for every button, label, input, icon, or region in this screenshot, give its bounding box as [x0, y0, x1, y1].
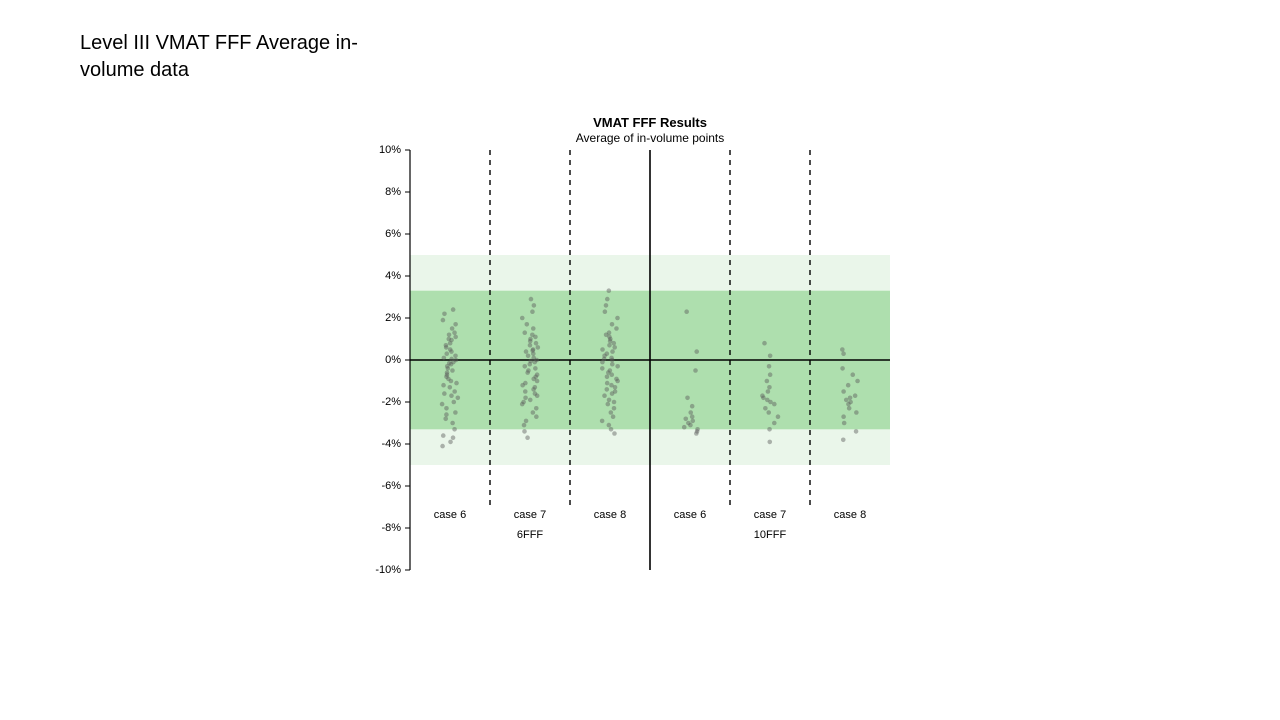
- page-title: Level III VMAT FFF Average in-volume dat…: [80, 30, 390, 84]
- svg-text:-6%: -6%: [381, 480, 401, 492]
- svg-text:case 7: case 7: [754, 509, 786, 521]
- chart-svg: -10% -8% -6% -4% -2% 0% 2% 4% 6% 8% 10% case 6 case …: [340, 115, 920, 595]
- svg-text:2%: 2%: [385, 312, 401, 324]
- svg-text:6%: 6%: [385, 228, 401, 240]
- svg-text:case 8: case 8: [594, 509, 626, 521]
- svg-text:10%: 10%: [379, 144, 401, 156]
- svg-text:6FFF: 6FFF: [517, 529, 544, 541]
- svg-text:-2%: -2%: [381, 396, 401, 408]
- svg-text:10FFF: 10FFF: [754, 529, 787, 541]
- svg-text:case 8: case 8: [834, 509, 866, 521]
- svg-text:8%: 8%: [385, 186, 401, 198]
- svg-text:case 6: case 6: [674, 509, 706, 521]
- svg-text:case 6: case 6: [434, 509, 466, 521]
- svg-text:-10%: -10%: [375, 564, 401, 576]
- svg-text:-4%: -4%: [381, 438, 401, 450]
- svg-text:-8%: -8%: [381, 522, 401, 534]
- svg-text:0%: 0%: [385, 354, 401, 366]
- svg-text:4%: 4%: [385, 270, 401, 282]
- svg-text:case 7: case 7: [514, 509, 546, 521]
